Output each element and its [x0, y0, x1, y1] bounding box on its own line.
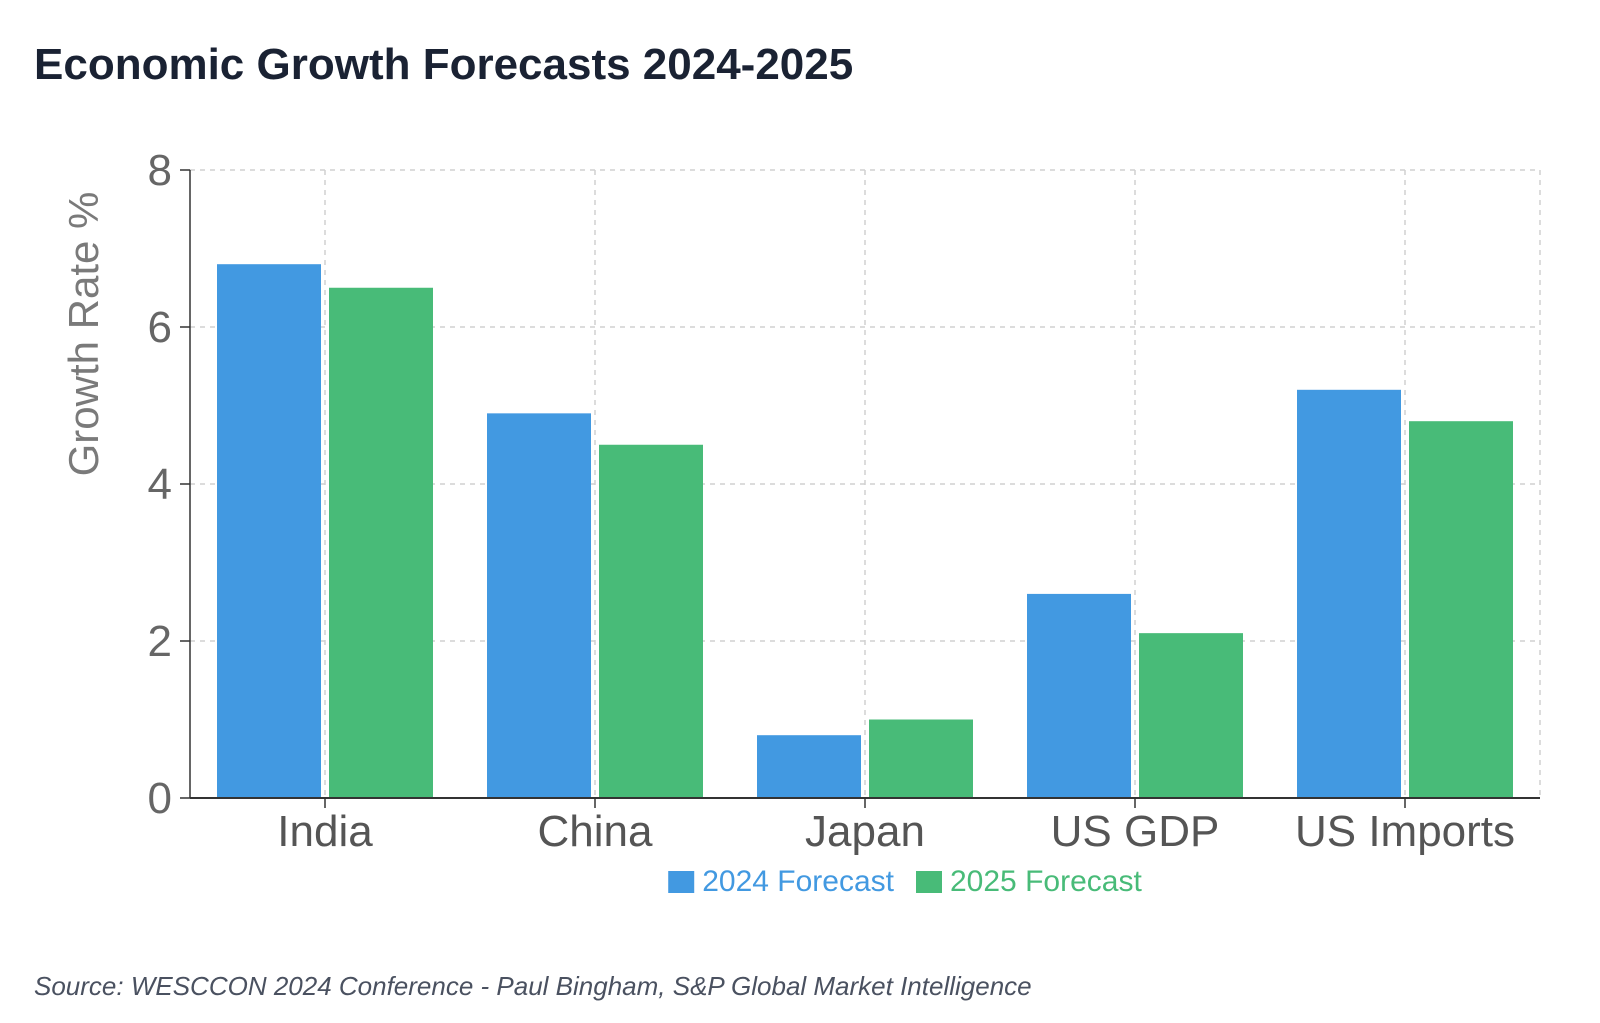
bar [487, 413, 591, 798]
legend-swatch [668, 871, 695, 893]
bar [869, 719, 973, 798]
legend-swatch [916, 871, 942, 893]
source-note: Source: WESCCON 2024 Conference - Paul B… [34, 971, 1032, 1001]
bar [1139, 633, 1243, 798]
y-tick-label: 6 [148, 303, 172, 352]
legend-item[interactable]: 2025 Forecast [916, 865, 1142, 898]
bar [1409, 421, 1513, 798]
bar [1297, 389, 1401, 798]
legend-label: 2025 Forecast [950, 865, 1142, 898]
y-tick-label: 0 [148, 774, 172, 823]
bar [217, 264, 321, 798]
legend[interactable]: 2024 Forecast 2025 Forecast [668, 865, 1142, 898]
x-tick-label: India [277, 807, 373, 856]
bars [217, 264, 1513, 798]
legend-label: 2024 Forecast [702, 865, 894, 898]
bar [1027, 593, 1131, 798]
chart-title: Economic Growth Forecasts 2024-2025 [34, 40, 854, 89]
y-tick-label: 2 [148, 617, 172, 666]
tick-labels: 0 2 4 6 8 India China Japan US GDP US Imports [148, 146, 1516, 856]
y-tick-label: 4 [148, 460, 172, 509]
axes [180, 169, 1540, 808]
bar [599, 444, 703, 798]
x-tick-label: Japan [805, 807, 925, 856]
x-tick-label: US Imports [1295, 807, 1515, 856]
x-tick-label: US GDP [1051, 807, 1220, 856]
bar [329, 287, 433, 798]
legend-item[interactable]: 2024 Forecast [668, 865, 895, 898]
y-tick-label: 8 [148, 146, 172, 195]
x-tick-label: China [538, 807, 653, 856]
bar [757, 735, 861, 798]
y-axis-label: Growth Rate % [60, 192, 107, 477]
